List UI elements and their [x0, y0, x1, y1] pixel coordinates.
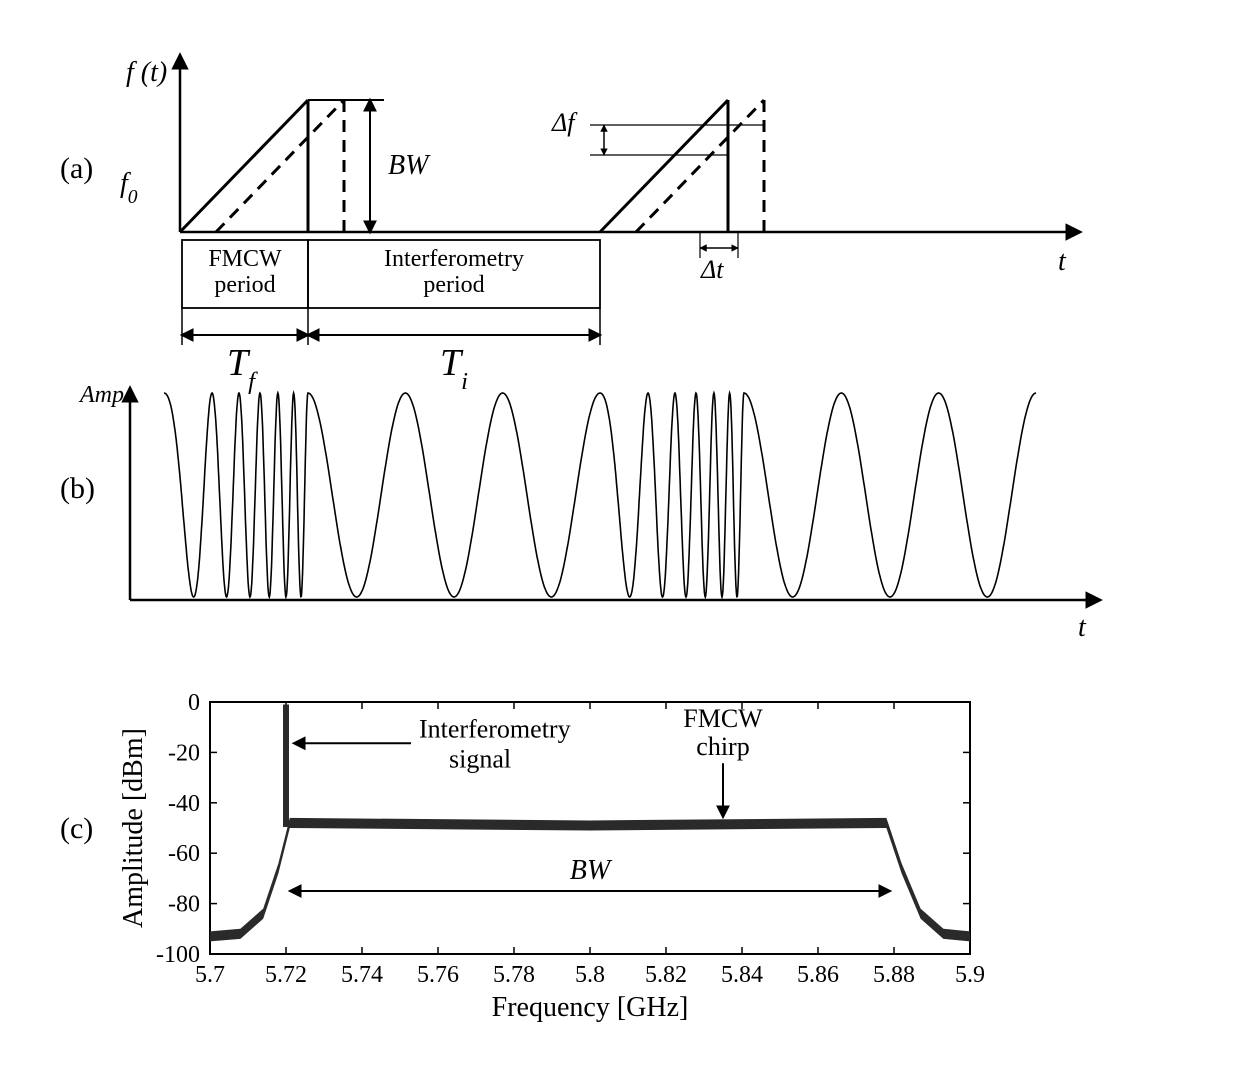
delta-t-label: Δt: [700, 255, 724, 284]
interf-period-label: Interferometry: [384, 246, 524, 272]
bw-label-c: BW: [570, 855, 613, 886]
bw-label-a: BW: [388, 150, 431, 181]
delta-f-label: Δf: [551, 108, 578, 137]
panel-c: (c) 0 -20 -40 -60 -80 -1005.7 5.72 5.74 5.76 5.78 5…: [60, 690, 985, 1023]
xtick-label: 5.74: [341, 962, 383, 988]
svg-text:period: period: [423, 272, 484, 298]
ytick-label: 0: [188, 690, 200, 716]
y-axis-label-amp: Amp: [78, 382, 124, 408]
panel-a: (a)f (t)f0tBWΔfΔtFMCWperiodInterferometr…: [60, 55, 1080, 395]
x-axis-label-t-b: t: [1078, 612, 1087, 643]
panel-letter-b: (b): [60, 472, 95, 505]
Ti-label: Ti: [440, 342, 468, 395]
waveform: [164, 393, 1036, 597]
xtick-label: 5.82: [645, 962, 687, 988]
interf-signal-label: Interferometry: [419, 714, 571, 743]
xtick-label: 5.86: [797, 962, 839, 988]
ytick-label: -40: [168, 791, 200, 817]
x-axis-label-c: Frequency [GHz]: [492, 992, 689, 1023]
xtick-label: 5.8: [575, 962, 605, 988]
xtick-label: 5.7: [195, 962, 225, 988]
ytick-label: -20: [168, 740, 200, 766]
ytick-label: -60: [168, 841, 200, 867]
svg-text:period: period: [214, 272, 275, 298]
y-axis-label-ft: f (t): [126, 57, 167, 88]
Tf-label: Tf: [227, 342, 258, 395]
xtick-label: 5.78: [493, 962, 535, 988]
x-axis-label-t-a: t: [1058, 246, 1067, 277]
xtick-label: 5.84: [721, 962, 763, 988]
xtick-label: 5.88: [873, 962, 915, 988]
xtick-label: 5.72: [265, 962, 307, 988]
f0-label: f0: [120, 168, 138, 208]
svg-text:chirp: chirp: [696, 732, 749, 761]
xtick-label: 5.76: [417, 962, 459, 988]
panel-b: (b) Amp t: [60, 382, 1100, 643]
panel-letter-c: (c): [60, 812, 93, 845]
fmcw-period-label: FMCW: [208, 246, 282, 272]
svg-text:signal: signal: [449, 744, 511, 773]
ytick-label: -100: [156, 942, 200, 968]
fmcw-chirp-label: FMCW: [683, 704, 763, 733]
panel-letter-a: (a): [60, 152, 93, 185]
y-axis-label-c: Amplitude [dBm]: [118, 728, 149, 928]
interf-spike: [283, 705, 289, 827]
ytick-label: -80: [168, 892, 200, 918]
xtick-label: 5.9: [955, 962, 985, 988]
